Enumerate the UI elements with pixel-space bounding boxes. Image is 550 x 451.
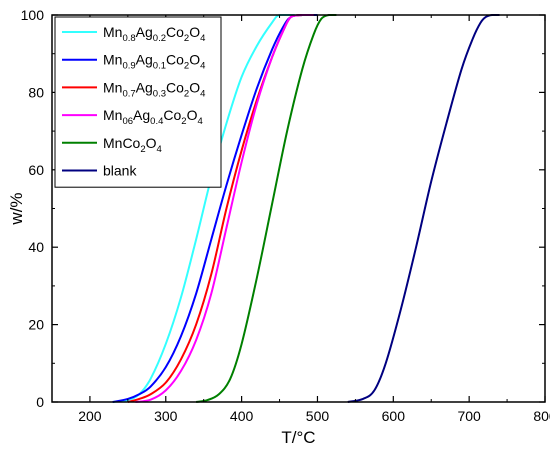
y-tick-label: 80: [28, 84, 44, 100]
legend-label-1: Mn0.9Ag0.1Co2O4: [103, 52, 205, 72]
series-line-4: [195, 14, 337, 403]
series-line-5: [347, 14, 500, 403]
x-tick-label: 400: [230, 408, 254, 424]
x-tick-label: 300: [154, 408, 178, 424]
x-axis-label: T/°C: [281, 428, 315, 447]
plot-area: [112, 14, 500, 403]
legend-label-2: Mn0.7Ag0.3Co2O4: [103, 79, 205, 99]
y-tick-label: 0: [36, 394, 44, 410]
legend-label-5: blank: [103, 163, 137, 179]
legend-box: [54, 16, 222, 188]
y-tick-label: 100: [21, 7, 45, 23]
x-tick-label: 700: [457, 408, 481, 424]
y-tick-label: 60: [28, 162, 44, 178]
y-tick-label: 40: [28, 239, 44, 255]
legend-label-0: Mn0.8Ag0.2Co2O4: [103, 24, 205, 44]
legend-label-3: Mn06Ag0.4Co2O4: [103, 107, 203, 127]
series-line-3: [135, 14, 314, 403]
legend-label-4: MnCo2O4: [103, 135, 162, 155]
legend: Mn0.8Ag0.2Co2O4 Mn0.9Ag0.1Co2O4 Mn0.7Ag0.3…: [54, 16, 222, 188]
x-tick-label: 200: [78, 408, 102, 424]
x-tick-label: 600: [382, 408, 406, 424]
y-axis-label: w/%: [7, 192, 26, 225]
axes: 200 300 400 500 600 700 800 0 20 40 60 80 100: [21, 7, 550, 424]
x-tick-label: 800: [533, 408, 550, 424]
y-tick-label: 20: [28, 317, 44, 333]
x-tick-label: 500: [306, 408, 330, 424]
